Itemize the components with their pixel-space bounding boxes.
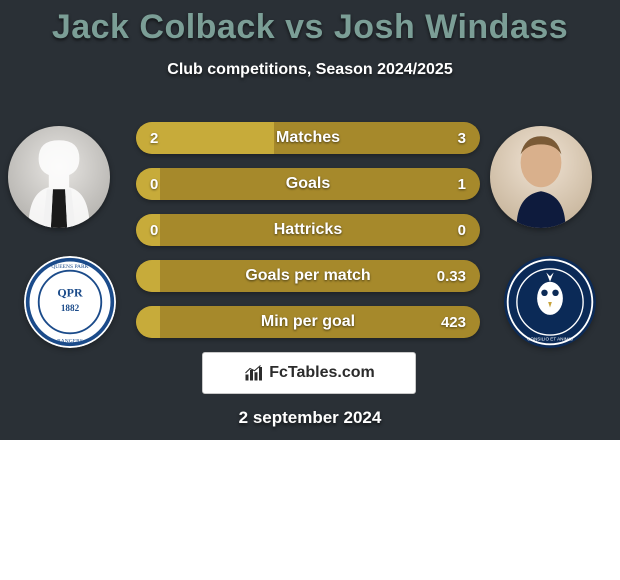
stat-label: Hattricks (136, 214, 480, 246)
stat-label: Goals (136, 168, 480, 200)
svg-text:RANGERS: RANGERS (57, 338, 83, 344)
date-label: 2 september 2024 (0, 408, 620, 428)
svg-text:CONSILIO ET ANIMIS: CONSILIO ET ANIMIS (527, 337, 573, 342)
player-avatar-right (490, 126, 592, 228)
watermark: FcTables.com (202, 352, 416, 394)
club-crest-icon: CONSILIO ET ANIMIS (504, 256, 596, 348)
stat-value-right: 1 (458, 168, 466, 200)
stat-value-right: 3 (458, 122, 466, 154)
page-title: Jack Colback vs Josh Windass (0, 0, 620, 47)
stat-row: 0 Hattricks 0 (136, 214, 480, 246)
avatar-placeholder-icon (490, 126, 592, 228)
club-crest-icon: QPR 1882 QUEENS PARK RANGERS (24, 256, 116, 348)
stat-label: Min per goal (136, 306, 480, 338)
club-logo-right: CONSILIO ET ANIMIS (504, 256, 596, 348)
stat-row: 2 Matches 3 (136, 122, 480, 154)
stat-row: Min per goal 423 (136, 306, 480, 338)
bar-chart-icon (243, 364, 263, 382)
comparison-card: Jack Colback vs Josh Windass Club compet… (0, 0, 620, 440)
stat-value-right: 0 (458, 214, 466, 246)
svg-text:QUEENS PARK: QUEENS PARK (51, 264, 88, 270)
stat-label: Goals per match (136, 260, 480, 292)
stat-label: Matches (136, 122, 480, 154)
svg-text:QPR: QPR (57, 285, 83, 299)
svg-text:1882: 1882 (61, 303, 80, 313)
stat-row: Goals per match 0.33 (136, 260, 480, 292)
stat-value-right: 423 (441, 306, 466, 338)
stat-row: 0 Goals 1 (136, 168, 480, 200)
club-logo-left: QPR 1882 QUEENS PARK RANGERS (24, 256, 116, 348)
stat-value-right: 0.33 (437, 260, 466, 292)
player-avatar-left (8, 126, 110, 228)
stat-rows: 2 Matches 3 0 Goals 1 0 Hattricks 0 Goal… (136, 122, 480, 352)
watermark-text: FcTables.com (269, 364, 375, 382)
subtitle: Club competitions, Season 2024/2025 (0, 61, 620, 79)
avatar-placeholder-icon (8, 126, 110, 228)
